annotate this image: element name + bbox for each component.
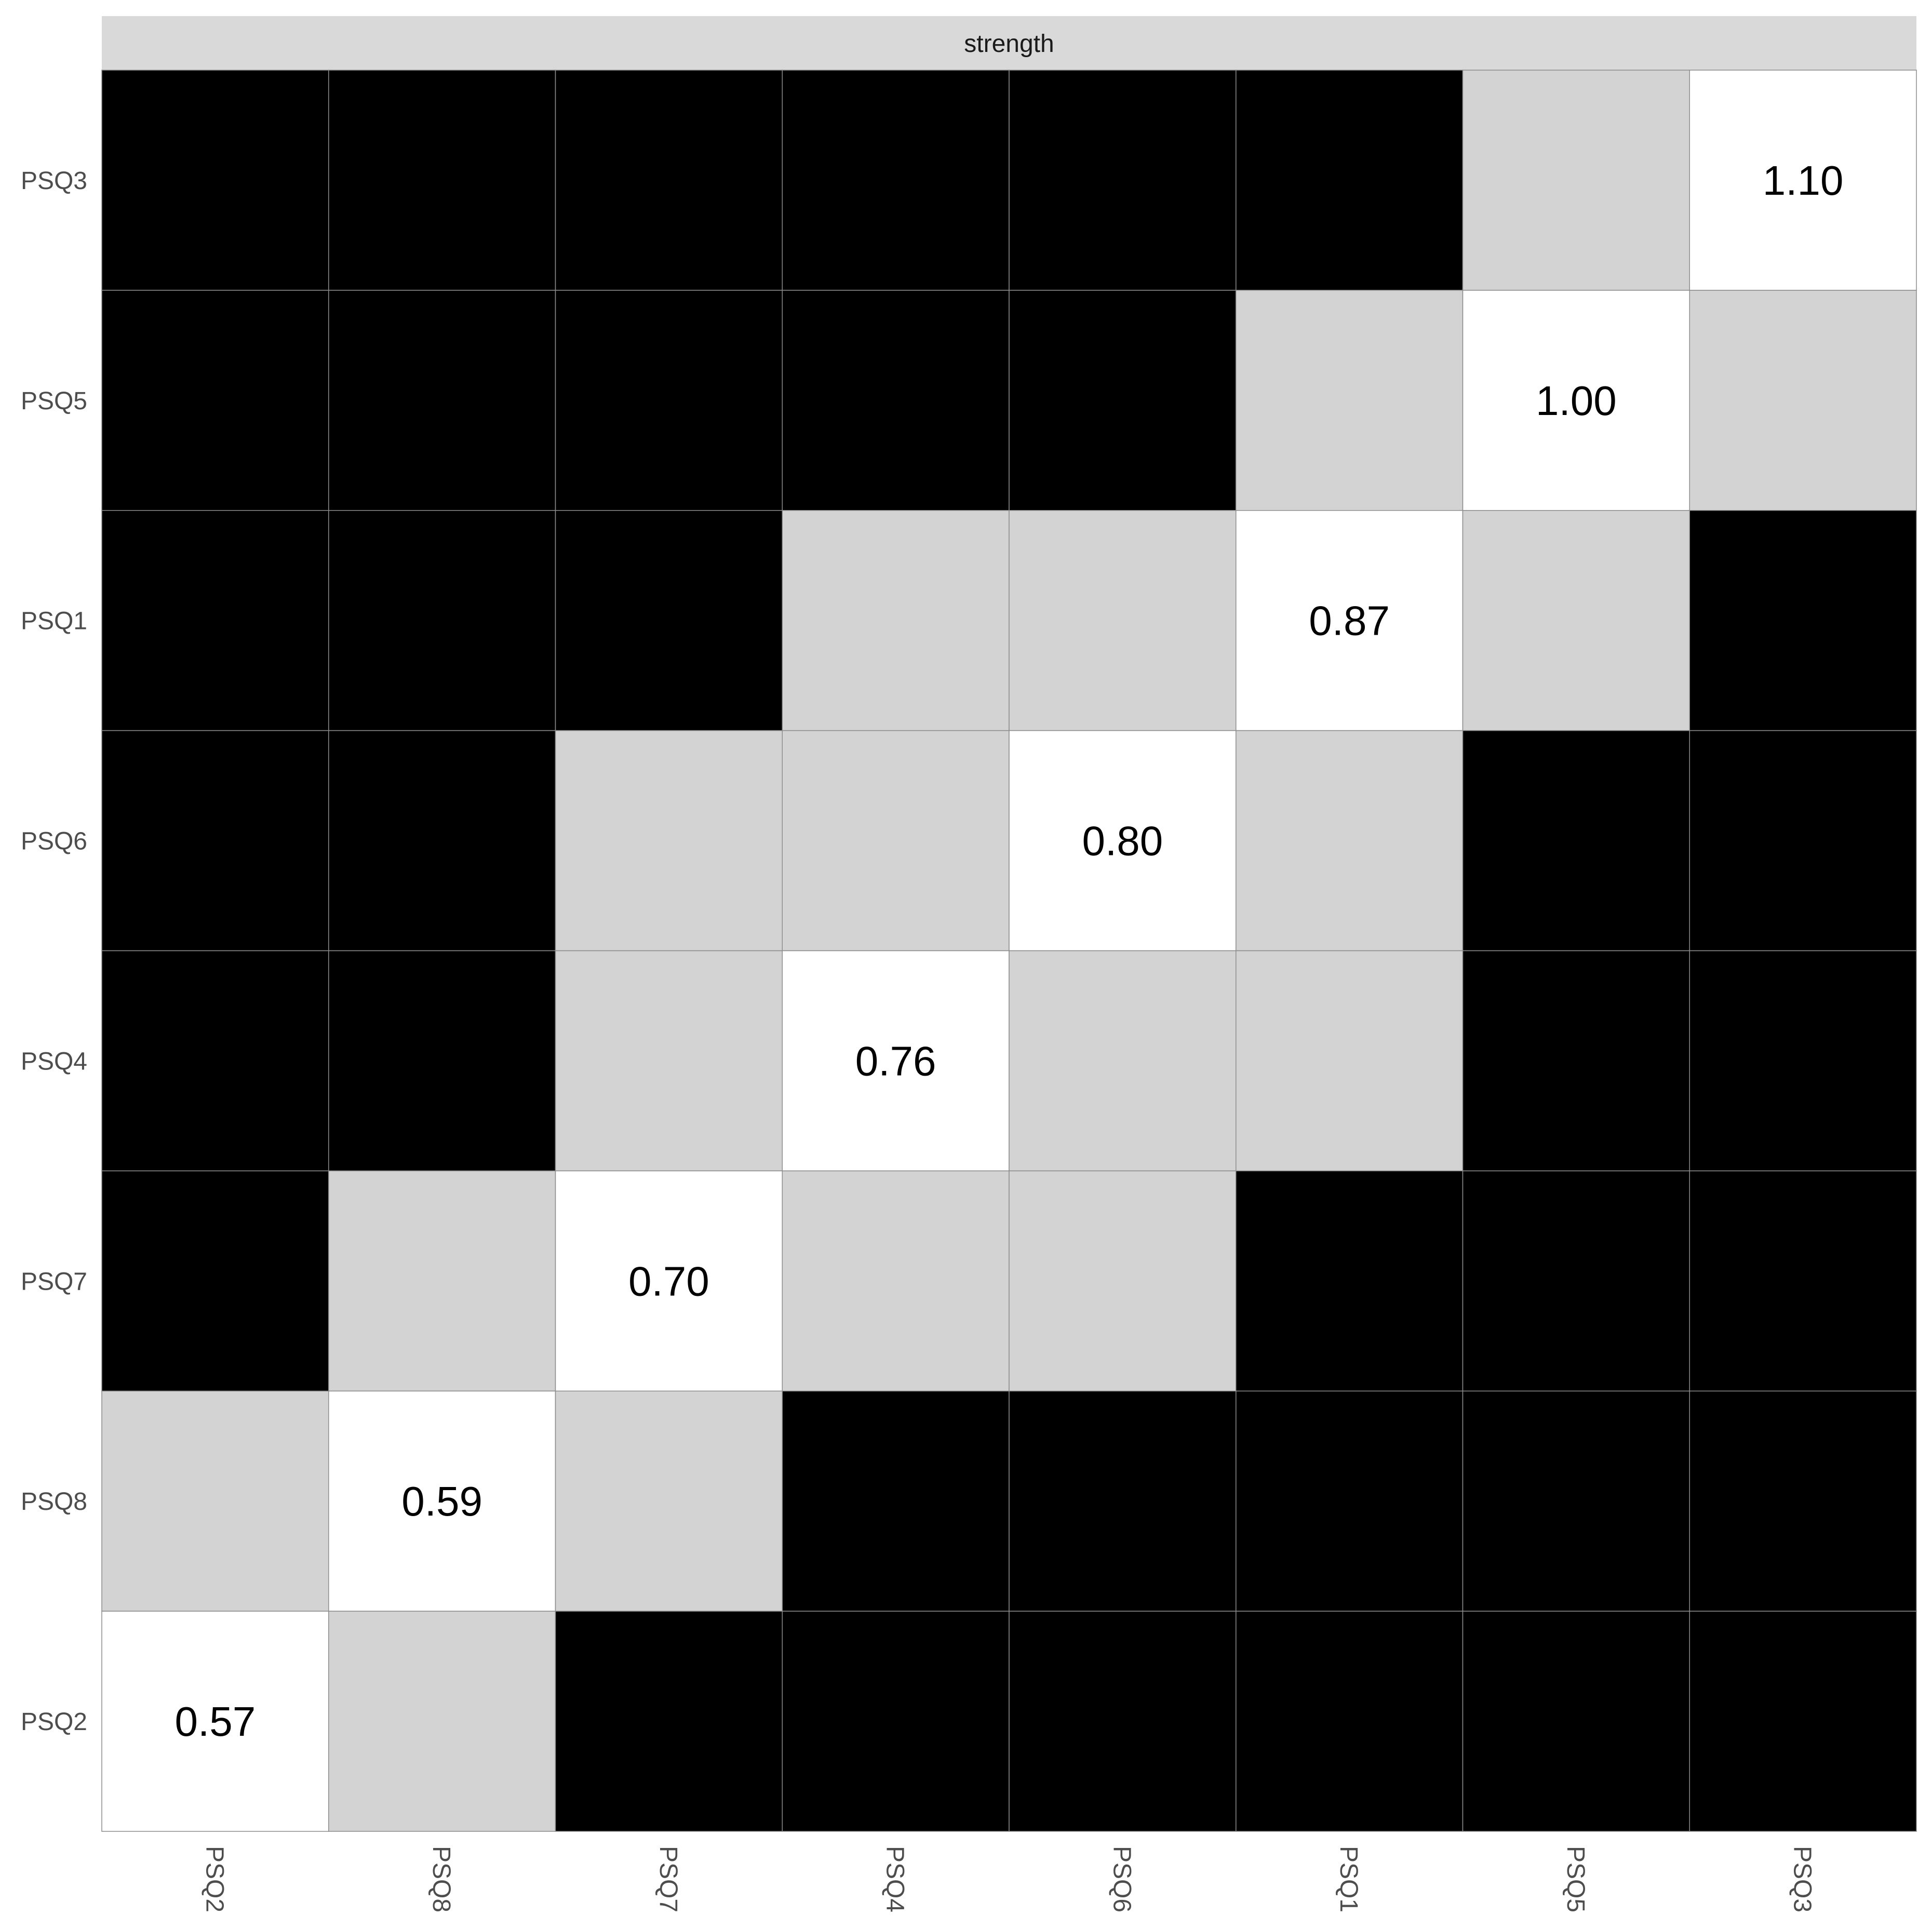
heatmap-cell-psq7-psq7 <box>555 1170 783 1391</box>
facet-strip <box>102 16 1916 70</box>
heatmap-cell-psq6-psq8 <box>328 730 556 952</box>
heatmap-cell-psq3-psq1 <box>1236 70 1464 291</box>
heatmap-cell-psq2-psq2 <box>101 1611 329 1832</box>
value-label-psq8: 0.59 <box>401 1478 482 1524</box>
heatmap-cell-psq2-psq5 <box>1462 1611 1690 1832</box>
heatmap-cell-psq7-psq8 <box>328 1170 556 1391</box>
diagonal-value-labels: 1.10 1.00 0.87 0.80 0.76 0.70 0.59 0.57 <box>175 157 1844 1745</box>
heatmap-cell-psq8-psq8 <box>328 1390 556 1612</box>
heatmap-cell-psq2-psq3 <box>1689 1611 1917 1832</box>
heatmap-cell-psq5-psq3 <box>1689 290 1917 511</box>
heatmap-cell-psq2-psq6 <box>1009 1611 1237 1832</box>
heatmap-cell-psq5-psq4 <box>782 290 1010 511</box>
heatmap-cell-psq3-psq3 <box>1689 70 1917 291</box>
heatmap-cell-psq2-psq4 <box>782 1611 1010 1832</box>
heatmap-cell-psq1-psq5 <box>1462 510 1690 731</box>
x-axis-tick-labels: PSQ2 PSQ8 PSQ7 PSQ4 PSQ6 PSQ1 PSQ5 PSQ3 <box>200 1846 1816 1912</box>
heatmap-cell-psq3-psq4 <box>782 70 1010 291</box>
y-tick-label-psq6: PSQ6 <box>21 828 87 855</box>
heatmap-cell-psq3-psq5 <box>1462 70 1690 291</box>
heatmap-cell-psq5-psq8 <box>328 290 556 511</box>
value-label-psq3: 1.10 <box>1763 157 1844 204</box>
heatmap-cell-psq8-psq3 <box>1689 1390 1917 1612</box>
y-tick-label-psq8: PSQ8 <box>21 1488 87 1516</box>
y-tick-label-psq7: PSQ7 <box>21 1268 87 1295</box>
heatmap-cell-psq6-psq6 <box>1009 730 1237 952</box>
heatmap-cell-psq1-psq1 <box>1236 510 1464 731</box>
heatmap-cell-psq4-psq8 <box>328 950 556 1172</box>
heatmap-cell-psq5-psq6 <box>1009 290 1237 511</box>
heatmap-cell-psq3-psq2 <box>101 70 329 291</box>
value-label-psq7: 0.70 <box>628 1258 709 1304</box>
heatmap-cell-psq4-psq3 <box>1689 950 1917 1172</box>
x-tick-label-psq5: PSQ5 <box>1562 1846 1589 1912</box>
x-tick-label-psq6: PSQ6 <box>1108 1846 1135 1912</box>
y-tick-label-psq2: PSQ2 <box>21 1708 87 1736</box>
heatmap-cell-psq5-psq7 <box>555 290 783 511</box>
value-label-psq1: 0.87 <box>1309 598 1390 644</box>
heatmap-cell-psq5-psq2 <box>101 290 329 511</box>
x-tick-label-psq3: PSQ3 <box>1789 1846 1816 1912</box>
y-tick-label-psq4: PSQ4 <box>21 1048 87 1075</box>
heatmap-cell-psq3-psq7 <box>555 70 783 291</box>
heatmap-cell-psq5-psq1 <box>1236 290 1464 511</box>
x-tick-label-psq1: PSQ1 <box>1335 1846 1362 1912</box>
x-tick-label-psq2: PSQ2 <box>200 1846 228 1912</box>
heatmap-cell-psq8-psq6 <box>1009 1390 1237 1612</box>
y-tick-label-psq5: PSQ5 <box>21 387 87 415</box>
y-tick-label-psq3: PSQ3 <box>21 167 87 195</box>
heatmap-cell-psq1-psq2 <box>101 510 329 731</box>
heatmap-cell-psq1-psq8 <box>328 510 556 731</box>
value-label-psq2: 0.57 <box>175 1698 256 1745</box>
y-axis-tick-labels: PSQ3 PSQ5 PSQ1 PSQ6 PSQ4 PSQ7 PSQ8 PSQ2 <box>21 167 87 1736</box>
facet-strip-label: strength <box>964 30 1054 58</box>
heatmap-cell-psq4-psq1 <box>1236 950 1464 1172</box>
heatmap-cell-psq7-psq5 <box>1462 1170 1690 1391</box>
heatmap-cell-psq1-psq6 <box>1009 510 1237 731</box>
heatmap-cell-psq3-psq8 <box>328 70 556 291</box>
heatmap-cell-psq1-psq4 <box>782 510 1010 731</box>
heatmap-cell-psq6-psq1 <box>1236 730 1464 952</box>
y-tick-label-psq1: PSQ1 <box>21 608 87 635</box>
x-tick-label-psq4: PSQ4 <box>881 1846 909 1912</box>
heatmap-cell-psq6-psq2 <box>101 730 329 952</box>
heatmap-cell-psq2-psq7 <box>555 1611 783 1832</box>
heatmap-cell-psq8-psq1 <box>1236 1390 1464 1612</box>
heatmap-cell-psq7-psq6 <box>1009 1170 1237 1391</box>
heatmap-cell-psq4-psq7 <box>555 950 783 1172</box>
heatmap-cell-psq2-psq8 <box>328 1611 556 1832</box>
heatmap-cells <box>101 70 1917 1832</box>
heatmap-cell-psq7-psq1 <box>1236 1170 1464 1391</box>
heatmap-cell-psq7-psq4 <box>782 1170 1010 1391</box>
heatmap-cell-psq8-psq4 <box>782 1390 1010 1612</box>
heatmap-cell-psq5-psq5 <box>1462 290 1690 511</box>
heatmap-cell-psq4-psq5 <box>1462 950 1690 1172</box>
value-label-psq6: 0.80 <box>1082 818 1163 864</box>
heatmap-cell-psq8-psq7 <box>555 1390 783 1612</box>
heatmap-cell-psq7-psq3 <box>1689 1170 1917 1391</box>
heatmap-cell-psq6-psq3 <box>1689 730 1917 952</box>
heatmap-cell-psq8-psq5 <box>1462 1390 1690 1612</box>
heatmap-cell-psq6-psq7 <box>555 730 783 952</box>
heatmap-cell-psq1-psq7 <box>555 510 783 731</box>
x-tick-label-psq7: PSQ7 <box>654 1846 682 1912</box>
heatmap-cell-psq7-psq2 <box>101 1170 329 1391</box>
x-tick-label-psq8: PSQ8 <box>427 1846 455 1912</box>
heatmap-cell-psq4-psq2 <box>101 950 329 1172</box>
heatmap-cell-psq6-psq5 <box>1462 730 1690 952</box>
heatmap-cell-psq4-psq6 <box>1009 950 1237 1172</box>
value-label-psq4: 0.76 <box>855 1038 936 1084</box>
heatmap-cell-psq1-psq3 <box>1689 510 1917 731</box>
heatmap-cell-psq8-psq2 <box>101 1390 329 1612</box>
heatmap-cell-psq6-psq4 <box>782 730 1010 952</box>
heatmap-cell-psq3-psq6 <box>1009 70 1237 291</box>
heatmap-cell-psq2-psq1 <box>1236 1611 1464 1832</box>
value-label-psq5: 1.00 <box>1536 378 1617 424</box>
